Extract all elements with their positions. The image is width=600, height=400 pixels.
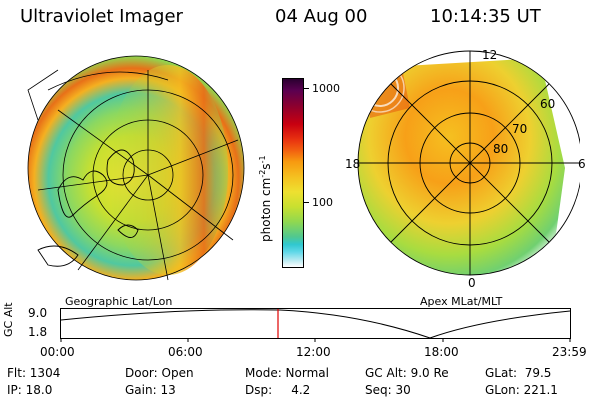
instrument-title: Ultraviolet Imager bbox=[20, 6, 183, 27]
mlt-label-0: 0 bbox=[468, 276, 476, 290]
geographic-latitude: GLat: 79.5 bbox=[485, 366, 552, 380]
dsp-value: Dsp: 4.2 bbox=[245, 383, 311, 397]
colorbar-label: photon cm-2s-1 bbox=[258, 155, 273, 242]
altitude-ytick-top: 9.0 bbox=[28, 306, 48, 320]
altitude-ytick-bottom: 1.8 bbox=[28, 325, 48, 339]
mlt-label-6: 6 bbox=[578, 157, 586, 171]
geographic-longitude: GLon: 221.1 bbox=[485, 383, 558, 397]
gain-value: Gain: 13 bbox=[125, 383, 176, 397]
mlt-label-12: 12 bbox=[482, 48, 498, 62]
colorbar-tick-1000: 1000 bbox=[312, 82, 340, 95]
left-panel-caption: Geographic Lat/Lon bbox=[65, 295, 173, 308]
flight-number: Flt: 1304 bbox=[7, 366, 61, 380]
mlt-label-18: 18 bbox=[345, 157, 361, 171]
altitude-ylabel: GC Alt bbox=[2, 302, 15, 337]
colorbar-tick-100: 100 bbox=[312, 196, 333, 209]
altitude-plot bbox=[60, 308, 571, 342]
door-status: Door: Open bbox=[125, 366, 194, 380]
image-date: 04 Aug 00 bbox=[275, 6, 368, 27]
altitude-xtick-2359: 23:59 bbox=[552, 345, 587, 359]
colorbar-tick bbox=[303, 202, 309, 203]
altitude-xtick-0600: 06:00 bbox=[168, 345, 203, 359]
colorbar-tick bbox=[303, 88, 309, 89]
geographic-auroral-image bbox=[27, 55, 245, 281]
sequence-number: Seq: 30 bbox=[365, 383, 411, 397]
altitude-xtick-0000: 00:00 bbox=[40, 345, 75, 359]
right-panel-caption: Apex MLat/MLT bbox=[420, 295, 503, 308]
mode-value: Mode: Normal bbox=[245, 366, 329, 380]
mlat-label-80: 80 bbox=[493, 142, 509, 156]
intensity-colorbar bbox=[282, 78, 304, 268]
altitude-xtick-1800: 18:00 bbox=[424, 345, 459, 359]
mlat-label-70: 70 bbox=[512, 122, 528, 136]
altitude-xtick-1200: 12:00 bbox=[296, 345, 331, 359]
gc-altitude: GC Alt: 9.0 Re bbox=[365, 366, 449, 380]
apex-mlat-mlt-image bbox=[357, 50, 580, 276]
ip-value: IP: 18.0 bbox=[7, 383, 53, 397]
image-time: 10:14:35 UT bbox=[430, 6, 541, 27]
mlat-label-60: 60 bbox=[540, 97, 556, 111]
